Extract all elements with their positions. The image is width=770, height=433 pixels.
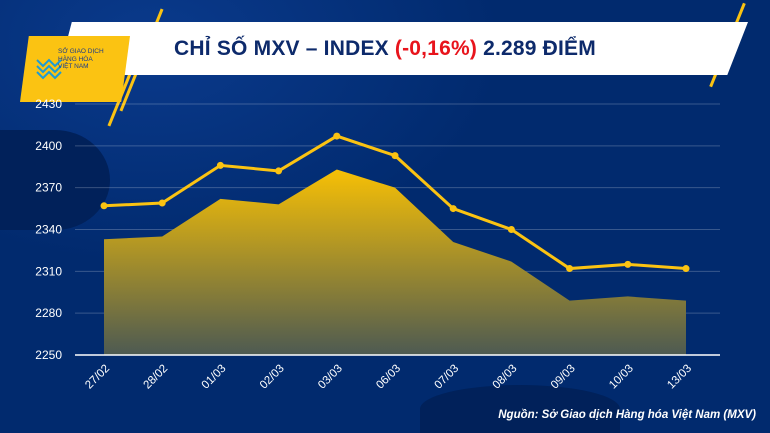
line-point (624, 260, 632, 268)
logo-text: SỞ GIAO DỊCH HÀNG HÓA VIỆT NAM (58, 48, 104, 70)
line-point (391, 152, 399, 160)
x-tick-label: 10/03 (607, 363, 636, 392)
line-point (682, 265, 690, 273)
x-tick-label: 27/02 (83, 363, 112, 392)
decor-shape (0, 130, 110, 230)
x-tick-label: 01/03 (200, 363, 229, 392)
mxv-logo (20, 36, 130, 102)
line-point (566, 265, 574, 273)
source-note: Nguồn: Sở Giao dịch Hàng hóa Việt Nam (M… (498, 409, 756, 421)
y-tick-label: 2310 (35, 264, 62, 278)
page-title: CHỈ SỐ MXV – INDEX (-0,16%) 2.289 ĐIỂM (0, 37, 770, 61)
x-tick-label: 07/03 (432, 363, 461, 392)
x-tick-label: 28/02 (141, 363, 170, 392)
y-tick-label: 2250 (35, 348, 62, 362)
line-point (216, 161, 224, 169)
logo-mark-icon (36, 58, 62, 80)
y-tick-label: 2370 (35, 181, 62, 195)
x-tick-label: 06/03 (374, 363, 403, 392)
y-tick-label: 2430 (35, 97, 62, 111)
area-series (104, 169, 686, 355)
line-point (100, 202, 108, 210)
x-tick-label: 13/03 (665, 363, 694, 392)
x-tick-label: 09/03 (549, 363, 578, 392)
chart: 2250 2280 2310 2340 2370 2400 2430 27/02 28/02 01… (35, 97, 720, 392)
line-point (333, 132, 341, 140)
decor-shape (420, 385, 620, 433)
x-tick-label: 08/03 (491, 363, 520, 392)
line-point (275, 167, 283, 175)
y-tick-label: 2400 (35, 139, 62, 153)
x-tick-label: 02/03 (258, 363, 287, 392)
title-prefix: CHỈ SỐ MXV – INDEX (174, 37, 395, 60)
line-point (507, 226, 515, 233)
title-suffix: 2.289 ĐIỂM (477, 37, 596, 60)
title-banner (58, 22, 748, 75)
y-tick-label: 2280 (35, 306, 62, 320)
line-point (449, 205, 457, 213)
title-change: (-0,16%) (394, 37, 478, 60)
x-tick-label: 03/03 (316, 363, 345, 392)
line-point (158, 199, 166, 207)
y-tick-label: 2340 (35, 223, 62, 237)
